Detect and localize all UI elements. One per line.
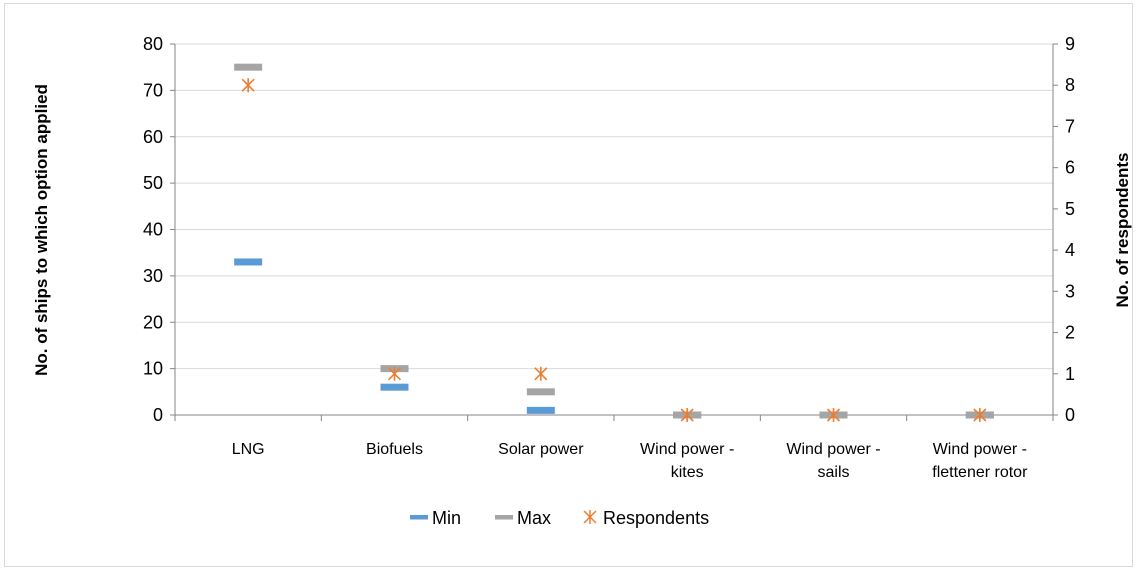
legend-swatch xyxy=(583,510,597,524)
category-label: Solar power xyxy=(498,441,584,458)
data-point-respondents xyxy=(680,408,694,422)
legend-swatch xyxy=(410,515,428,520)
data-point-respondents xyxy=(241,78,255,93)
right-axis-tick-label: 1 xyxy=(1065,364,1075,384)
legend-swatch xyxy=(495,515,513,520)
legend: Min Max Respondents xyxy=(410,508,709,528)
legend-label: Max xyxy=(517,508,551,528)
data-point-respondents xyxy=(534,366,548,381)
right-axis-tick-label: 5 xyxy=(1065,199,1075,219)
category-label: Wind power -flettener rotor xyxy=(932,441,1028,481)
left-axis-tick-label: 50 xyxy=(143,173,163,193)
left-axis-tick-label: 0 xyxy=(153,405,163,425)
left-axis-tick-label: 80 xyxy=(143,34,163,54)
category-label: Wind power -kites xyxy=(640,441,734,481)
legend-label: Respondents xyxy=(603,508,709,528)
data-point-min xyxy=(234,258,263,266)
legend-item: Max xyxy=(495,508,551,528)
category-label: Biofuels xyxy=(366,441,423,458)
legend-item: Respondents xyxy=(583,508,709,528)
right-axis-tick-label: 3 xyxy=(1065,281,1075,301)
legend-item: Min xyxy=(410,508,461,528)
data-point-max xyxy=(234,63,263,71)
right-axis-tick-label: 0 xyxy=(1065,405,1075,425)
data-point-min xyxy=(380,383,409,391)
data-point-min xyxy=(526,406,555,414)
data-point-respondents xyxy=(973,408,987,422)
left-axis-tick-label: 70 xyxy=(143,80,163,100)
data-point-respondents xyxy=(826,408,841,422)
left-axis-tick-label: 20 xyxy=(143,312,163,332)
chart-frame xyxy=(4,3,1133,567)
category-label: Wind power -sails xyxy=(786,441,880,481)
left-axis-tick-label: 60 xyxy=(143,127,163,147)
gridlines xyxy=(175,43,1053,370)
category-labels: LNG Biofuels Solar power Wind power -kites W… xyxy=(232,441,1028,481)
right-axis-ticks: 0 1 2 3 4 5 6 7 8 9 xyxy=(1065,34,1075,425)
axes xyxy=(170,43,1058,421)
legend-label: Min xyxy=(432,508,461,528)
left-axis-tick-label: 30 xyxy=(143,266,163,286)
data-point-respondents xyxy=(387,366,402,381)
left-axis-tick-label: 40 xyxy=(143,220,163,240)
left-axis-title: No. of ships to which option applied xyxy=(32,84,51,376)
right-axis-tick-label: 9 xyxy=(1065,34,1075,54)
right-axis-tick-label: 6 xyxy=(1065,158,1075,178)
left-axis-tick-label: 10 xyxy=(143,359,163,379)
right-axis-tick-label: 2 xyxy=(1065,323,1075,343)
right-axis-title: No. of respondents xyxy=(1113,153,1132,308)
data-point-max xyxy=(526,388,555,396)
category-label: LNG xyxy=(232,441,265,458)
right-axis-tick-label: 7 xyxy=(1065,116,1075,136)
right-axis-tick-label: 4 xyxy=(1065,240,1075,260)
left-axis-ticks: 0 10 20 30 40 50 60 70 80 xyxy=(143,34,163,425)
data-marks xyxy=(234,63,994,422)
right-axis-tick-label: 8 xyxy=(1065,75,1075,95)
